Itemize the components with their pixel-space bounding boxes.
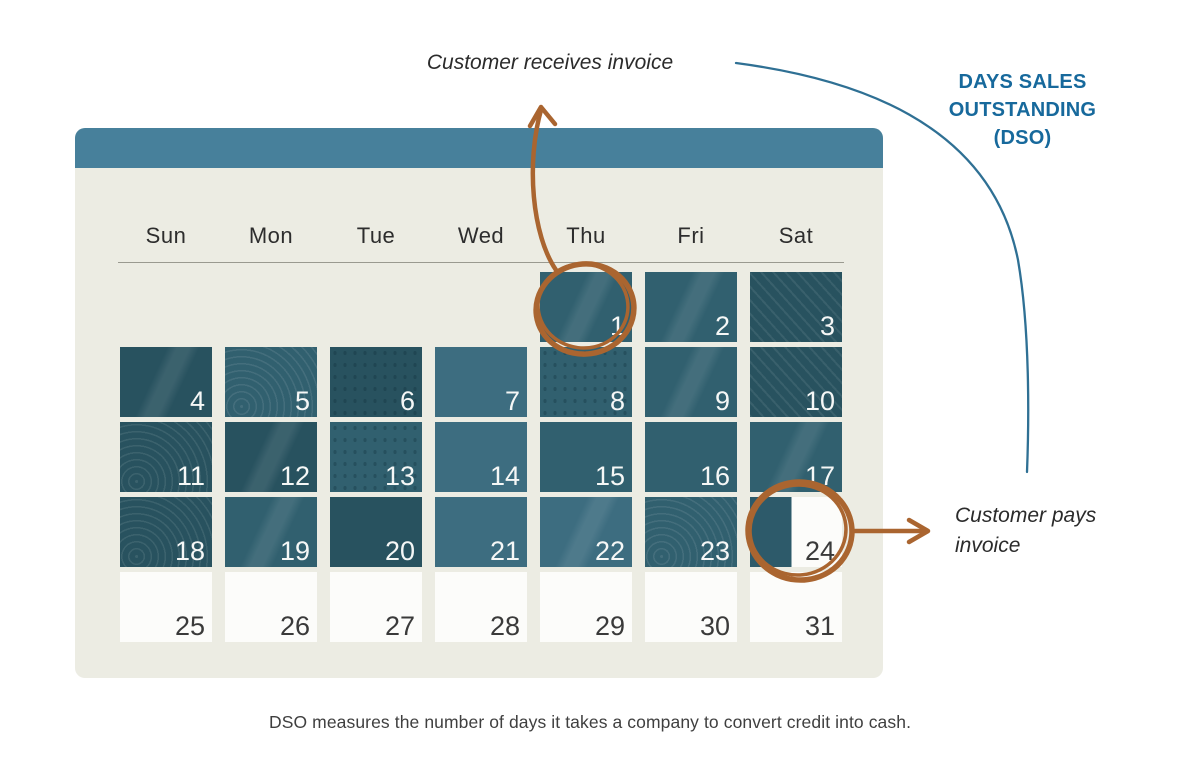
calendar-day-cell-20: 20 [330, 497, 422, 567]
weekday-label-tue: Tue [356, 223, 396, 248]
weekday-divider-line [118, 262, 844, 263]
calendar-day-cell-9: 9 [645, 347, 737, 417]
calendar-day-cell-6: 6 [330, 347, 422, 417]
day-number: 27 [384, 611, 415, 641]
day-number: 20 [384, 536, 415, 566]
caption-text: DSO measures the number of days it takes… [268, 712, 912, 732]
day-number: 14 [489, 461, 520, 491]
calendar-day-cell-1: 1 [540, 272, 632, 342]
day-number: 25 [174, 611, 205, 641]
calendar-day-cell-11: 11 [120, 422, 212, 492]
calendar-day-cell-16: 16 [645, 422, 737, 492]
day-number: 15 [594, 461, 625, 491]
day-number: 4 [189, 386, 205, 416]
calendar-day-cell-4: 4 [120, 347, 212, 417]
day-number: 6 [399, 386, 415, 416]
weekday-label-mon: Mon [248, 223, 294, 248]
day-number: 22 [594, 536, 625, 566]
calendar-day-cell-23: 23 [645, 497, 737, 567]
day-number: 8 [609, 386, 625, 416]
weekday-label-thu: Thu [566, 223, 606, 248]
calendar-panel: Sun Mon Tue Wed Thu Fri Sat 1 2 3 4 5 6 7 8 9 10 11 12 13 1… [75, 128, 883, 678]
calendar-day-cell-18: 18 [120, 497, 212, 567]
weekday-label-wed: Wed [457, 223, 505, 248]
calendar-day-cell-30: 30 [645, 572, 737, 642]
day-number: 21 [489, 536, 520, 566]
day-number: 18 [174, 536, 205, 566]
day-number: 16 [699, 461, 730, 491]
weekday-label-sat: Sat [778, 223, 814, 248]
day-number: 30 [699, 611, 730, 641]
weekday-header-row: Sun Mon Tue Wed Thu Fri Sat [75, 223, 883, 249]
weekday-label-fri: Fri [677, 223, 705, 248]
calendar-day-cell-8: 8 [540, 347, 632, 417]
calendar-day-cell-14: 14 [435, 422, 527, 492]
day-number: 17 [804, 461, 835, 491]
day-number: 10 [804, 386, 835, 416]
day-number: 9 [714, 386, 730, 416]
day-number: 2 [714, 311, 730, 341]
day-number: 24 [804, 536, 835, 566]
calendar-day-cell-24: 24 [750, 497, 842, 567]
calendar-day-cell-28: 28 [435, 572, 527, 642]
calendar-day-cell-2: 2 [645, 272, 737, 342]
day-number: 29 [594, 611, 625, 641]
calendar-day-cell-25: 25 [120, 572, 212, 642]
calendar-day-cell-27: 27 [330, 572, 422, 642]
calendar-day-cell-19: 19 [225, 497, 317, 567]
day-number: 26 [279, 611, 310, 641]
calendar-day-cell-29: 29 [540, 572, 632, 642]
calendar-day-cell-21: 21 [435, 497, 527, 567]
calendar-day-cell-5: 5 [225, 347, 317, 417]
calendar-day-cell-3: 3 [750, 272, 842, 342]
day-number: 13 [384, 461, 415, 491]
annotation-customer-pays-invoice: Customer pays invoice [955, 504, 1097, 557]
day-number: 31 [804, 611, 835, 641]
calendar-day-cell-31: 31 [750, 572, 842, 642]
day-number: 3 [819, 311, 835, 341]
calendar-day-cell-22: 22 [540, 497, 632, 567]
calendar-day-cell-17: 17 [750, 422, 842, 492]
day-number: 12 [279, 461, 310, 491]
weekday-label-sun: Sun [145, 223, 187, 248]
calendar-header-bar [75, 128, 883, 168]
annotation-customer-receives-invoice: Customer receives invoice [426, 51, 674, 74]
day-number: 1 [609, 311, 625, 341]
calendar-day-cell-7: 7 [435, 347, 527, 417]
day-number: 11 [176, 461, 205, 491]
calendar-day-cell-26: 26 [225, 572, 317, 642]
day-number: 28 [489, 611, 520, 641]
day-number: 7 [504, 386, 520, 416]
calendar-day-cell-13: 13 [330, 422, 422, 492]
day-number: 19 [279, 536, 310, 566]
day-number: 5 [294, 386, 310, 416]
calendar-day-cell-15: 15 [540, 422, 632, 492]
dso-title: DAYS SALES OUTSTANDING (DSO) [948, 71, 1097, 149]
calendar-day-cell-12: 12 [225, 422, 317, 492]
calendar-day-cell-10: 10 [750, 347, 842, 417]
day-number: 23 [699, 536, 730, 566]
